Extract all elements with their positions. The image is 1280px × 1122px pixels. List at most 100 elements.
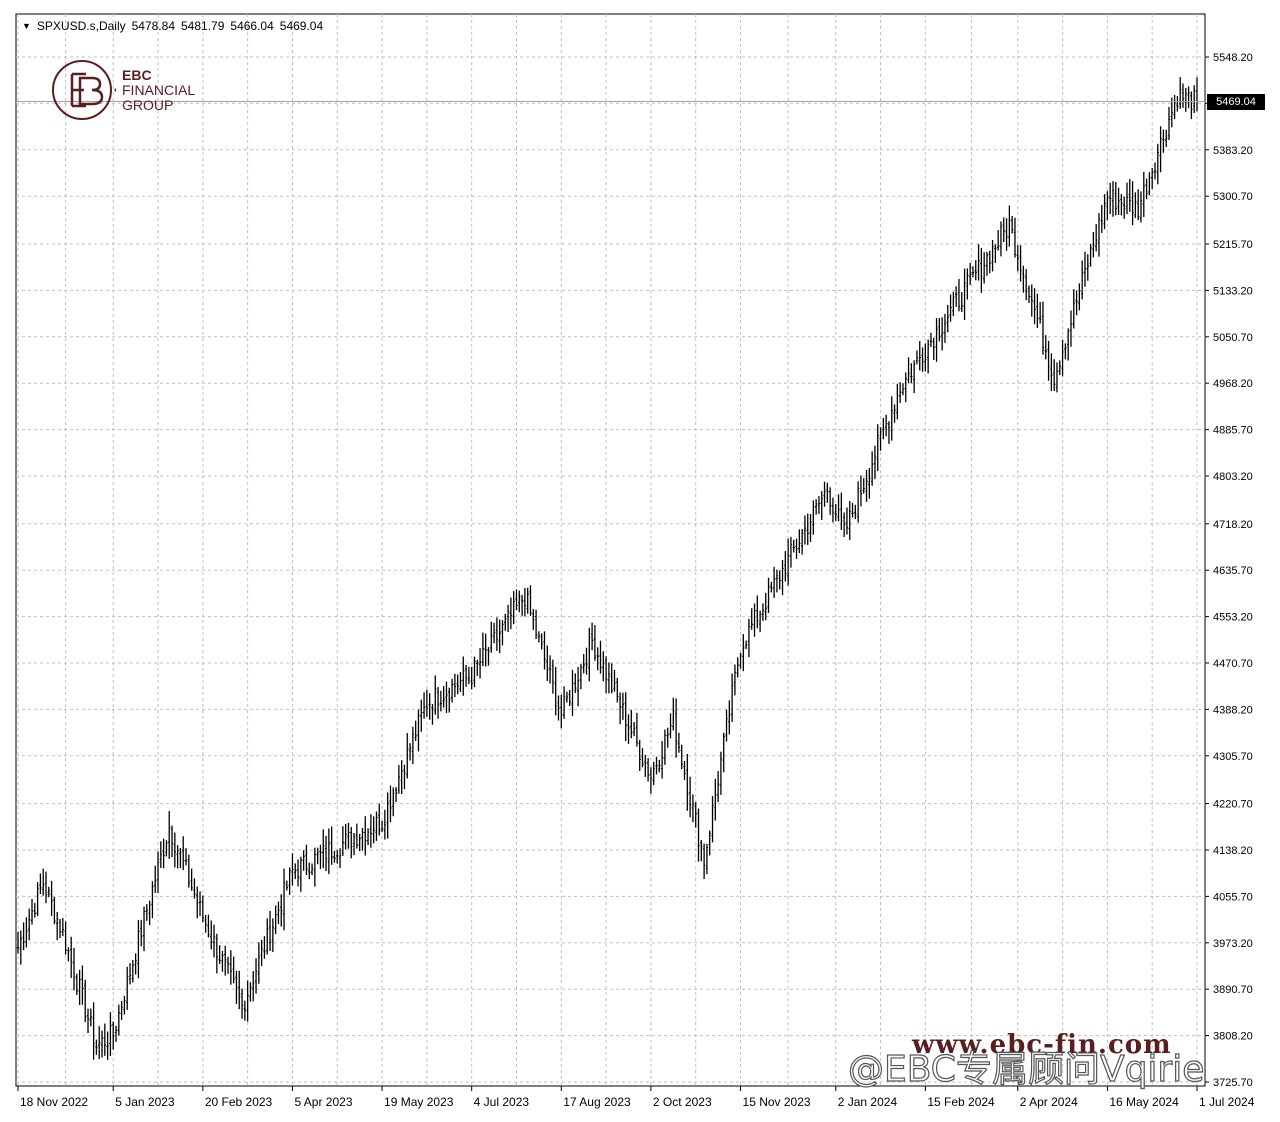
ohlc-bar (985, 251, 989, 276)
ohlc-bar (915, 350, 919, 365)
ohlc-bar (630, 709, 633, 739)
ohlc-bar (568, 689, 571, 707)
y-tick-label: 3808.20 (1213, 1031, 1253, 1043)
ohlc-bar (179, 847, 182, 869)
ohlc-bar (380, 820, 384, 833)
ohlc-bar (1072, 289, 1075, 329)
ohlc-bars (16, 77, 1199, 1060)
ohlc-bar (170, 825, 174, 858)
ohlc-bar (1150, 167, 1154, 190)
ebc-logo: EBC FINANCIAL GROUP (52, 58, 195, 122)
ohlc-bar (33, 902, 37, 918)
ohlc-bar (187, 854, 191, 888)
ohlc-bar (271, 918, 275, 952)
x-tick-label: 19 May 2023 (384, 1095, 454, 1109)
ohlc-bar (128, 963, 132, 985)
ohlc-bar (142, 906, 146, 952)
ohlc-bar (719, 751, 723, 795)
ohlc-bar (982, 252, 986, 284)
ohlc-bar (386, 792, 389, 839)
ohlc-bar (551, 659, 555, 694)
ohlc-bar (666, 727, 669, 748)
ohlc-bar (442, 685, 445, 708)
chart-header: ▼ SPXUSD.s,Daily 5478.84 5481.79 5466.04… (22, 19, 323, 33)
ohlc-bar (72, 947, 76, 991)
ohlc-bar (229, 950, 233, 985)
ohlc-bar (364, 816, 367, 856)
ohlc-bar (669, 713, 672, 739)
ohlc-bar (459, 672, 462, 692)
ohlc-bar (1055, 362, 1059, 393)
ohlc-bar (730, 673, 734, 722)
ohlc-bar (221, 951, 224, 972)
y-tick-label: 5548.20 (1213, 52, 1253, 64)
ohlc-bar (1047, 340, 1050, 381)
ohlc-bar (1010, 215, 1014, 234)
ohlc-bar (523, 587, 527, 617)
ohlc-bar (154, 865, 157, 893)
ohlc-bar (504, 613, 507, 631)
ohlc-bar (1036, 293, 1039, 329)
y-tick-label: 5383.20 (1213, 145, 1253, 157)
high-value: 5481.79 (181, 19, 225, 33)
ohlc-bar (484, 633, 487, 667)
ohlc-bar (789, 536, 793, 568)
ohlc-bar (702, 843, 706, 879)
ohlc-bar (957, 278, 961, 312)
ohlc-bar (296, 859, 300, 887)
ohlc-bar (355, 823, 359, 849)
ohlc-bar (1114, 181, 1117, 216)
ohlc-bar (635, 712, 639, 747)
ohlc-bar (694, 802, 697, 828)
x-tick-label: 16 May 2024 (1109, 1095, 1179, 1109)
dropdown-triangle-icon[interactable]: ▼ (22, 21, 31, 31)
y-tick-label: 4470.70 (1213, 658, 1253, 670)
ohlc-bar (414, 720, 417, 742)
ohlc-bar (1013, 217, 1017, 258)
ohlc-bar (988, 250, 991, 274)
ohlc-bar (974, 260, 977, 281)
ohlc-bar (512, 591, 515, 625)
ohlc-bar (330, 826, 333, 865)
ohlc-bar (478, 648, 482, 679)
ohlc-bar (151, 881, 154, 919)
ohlc-bar (173, 832, 177, 868)
ohlc-bar (481, 632, 485, 667)
ohlc-bar (921, 347, 924, 372)
ohlc-bar (224, 945, 227, 976)
ohlc-bar (207, 914, 210, 938)
ohlc-bar (750, 608, 753, 630)
ohlc-bar (742, 634, 745, 672)
ohlc-bar (526, 587, 529, 614)
ohlc-bar (929, 332, 933, 347)
ohlc-bar (579, 664, 583, 690)
ohlc-bar (940, 317, 944, 351)
ohlc-bar (823, 481, 826, 507)
ohlc-bar (856, 481, 860, 523)
ohlc-bar (896, 383, 899, 420)
ohlc-bar (131, 960, 135, 983)
ohlc-bar (1173, 95, 1176, 120)
ohlc-bar (515, 589, 518, 610)
ohlc-bar (456, 674, 459, 695)
ohlc-bar (212, 924, 216, 958)
ohlc-bar (198, 891, 202, 917)
ohlc-bar (624, 692, 627, 742)
ohlc-bar (464, 664, 468, 687)
ohlc-bar (1022, 265, 1025, 293)
ohlc-bar (747, 618, 751, 658)
ohlc-bar (467, 666, 471, 685)
ohlc-bar (848, 500, 851, 540)
y-tick-label: 5300.70 (1213, 191, 1253, 203)
ohlc-bar (845, 507, 849, 535)
ohlc-bar (1142, 171, 1145, 217)
ohlc-bar (534, 609, 538, 640)
ohlc-bar (506, 604, 510, 633)
ohlc-bar (674, 698, 678, 758)
ohlc-bar (1097, 213, 1101, 257)
ohlc-bar (1061, 340, 1064, 377)
y-tick-label: 4885.70 (1213, 425, 1253, 437)
y-tick-label: 5050.70 (1213, 332, 1253, 344)
ohlc-bar (67, 947, 70, 962)
